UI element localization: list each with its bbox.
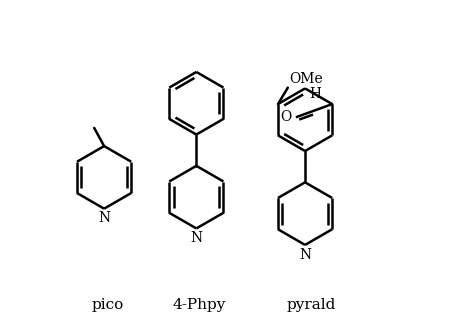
Text: pyrald: pyrald — [286, 298, 336, 313]
Text: OMe: OMe — [289, 72, 322, 86]
Text: N: N — [190, 231, 202, 245]
Text: N: N — [98, 211, 110, 225]
Text: H: H — [308, 87, 320, 102]
Text: N: N — [299, 248, 310, 262]
Text: O: O — [280, 110, 291, 124]
Text: pico: pico — [91, 298, 123, 313]
Text: 4-Phpy: 4-Phpy — [173, 298, 226, 313]
